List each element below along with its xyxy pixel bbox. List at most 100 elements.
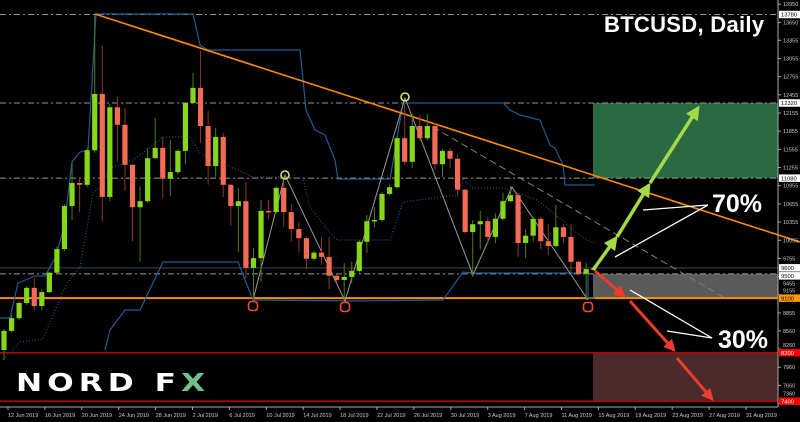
- candle-body: [417, 126, 423, 139]
- candle-body: [8, 318, 15, 331]
- y-tick-label: 7960: [783, 365, 795, 371]
- candle: [220, 132, 226, 197]
- candle-body: [24, 287, 30, 303]
- middle-channel-line: [2, 136, 595, 360]
- candle-body: [182, 103, 189, 151]
- bull-target-zone: [593, 103, 778, 179]
- chart-title: BTCUSD, Daily: [604, 12, 765, 37]
- candle: [77, 176, 83, 213]
- annotation-pointer-line: [629, 289, 713, 339]
- candle-body: [152, 147, 158, 159]
- candle: [402, 103, 408, 165]
- x-tick-label: 28 Jun 2019: [156, 413, 186, 419]
- candle: [16, 301, 22, 320]
- candle-body: [507, 195, 514, 202]
- bear-target-zone: [593, 352, 778, 402]
- candle: [152, 118, 158, 159]
- swing-high-marker: [400, 92, 410, 102]
- candle: [560, 224, 567, 243]
- price-label-box: 9500: [779, 272, 800, 280]
- candle: [8, 315, 15, 333]
- x-tick-label: 10 Jul 2019: [266, 413, 294, 419]
- annotation-pointer-line: [614, 204, 709, 258]
- candle-body: [145, 158, 151, 202]
- y-tick-label: 12155: [783, 111, 798, 117]
- candle: [54, 246, 60, 274]
- y-tick-label: 11555: [783, 147, 798, 153]
- candle: [61, 204, 68, 251]
- y-tick-label: 13650: [783, 20, 798, 26]
- y-tick-label: 13055: [783, 56, 798, 62]
- y-tick-label: 7360: [783, 392, 795, 398]
- candle-body: [432, 126, 438, 165]
- candle: [243, 181, 249, 279]
- candle-body: [122, 124, 128, 165]
- candle: [530, 216, 536, 242]
- x-tick-label: 23 Aug 2019: [672, 413, 703, 419]
- candle: [160, 136, 166, 199]
- candle: [266, 199, 272, 220]
- candle-body: [364, 221, 370, 242]
- candle-body: [46, 272, 52, 293]
- annotation-pointer-line: [642, 204, 709, 211]
- candle: [296, 221, 302, 253]
- candle-body: [296, 229, 302, 239]
- x-tick-label: 24 Jun 2019: [119, 413, 149, 419]
- candle-body: [341, 276, 347, 280]
- price-label-text: 9600: [781, 266, 794, 272]
- candle-body: [538, 218, 544, 242]
- candle: [583, 263, 589, 300]
- candle: [303, 236, 309, 270]
- candle: [439, 149, 446, 177]
- candle-body: [84, 150, 90, 185]
- candle-body: [402, 138, 408, 162]
- candle: [477, 210, 483, 250]
- lower-channel-line: [104, 261, 595, 351]
- bull-probability-label: 70%: [712, 190, 763, 218]
- candle-body: [568, 236, 574, 262]
- candle: [107, 104, 113, 202]
- candle-body: [379, 193, 385, 220]
- bearish-arrow: [594, 269, 626, 298]
- candle-body: [39, 292, 45, 307]
- candle: [553, 204, 559, 248]
- candle-body: [545, 241, 551, 247]
- candle: [462, 189, 468, 234]
- price-label-background: [779, 10, 800, 19]
- candle-body: [273, 187, 279, 213]
- price-label-text: 7400: [781, 399, 794, 405]
- price-label-text: 9100: [781, 296, 794, 302]
- candle: [273, 186, 279, 214]
- candle-body: [318, 252, 325, 257]
- candle-body: [250, 258, 257, 268]
- candle-body: [485, 221, 491, 237]
- candle: [213, 127, 219, 177]
- candle: [523, 229, 529, 259]
- candle: [145, 147, 151, 203]
- x-tick-label: 27 Aug 2019: [709, 413, 740, 419]
- x-tick-label: 26 Jul 2019: [414, 413, 442, 419]
- candle: [122, 107, 128, 191]
- candle-body: [31, 287, 37, 307]
- swing-high-marker: [280, 170, 290, 180]
- candle-body: [16, 303, 22, 319]
- y-tick-label: 9455: [783, 282, 795, 288]
- x-tick-label: 14 Jul 2019: [303, 413, 331, 419]
- x-tick-label: 11 Aug 2019: [562, 413, 592, 419]
- descending-trendline: [94, 13, 800, 243]
- price-label-box: 9100: [779, 294, 800, 302]
- y-tick-label: 9155: [783, 288, 795, 294]
- candle: [424, 113, 430, 141]
- candle-body: [583, 269, 589, 274]
- y-tick-label: 8560: [783, 329, 795, 335]
- bullish-arrow: [591, 235, 618, 272]
- candle-body: [303, 238, 309, 259]
- price-label-text: 9500: [781, 274, 794, 280]
- candle: [197, 50, 204, 143]
- candle-body: [69, 183, 75, 207]
- candle: [409, 113, 415, 168]
- price-label-text: 8200: [781, 351, 794, 357]
- candle-body: [160, 147, 166, 179]
- y-tick-label: 10055: [783, 238, 798, 244]
- price-label-text: 13780: [781, 13, 797, 19]
